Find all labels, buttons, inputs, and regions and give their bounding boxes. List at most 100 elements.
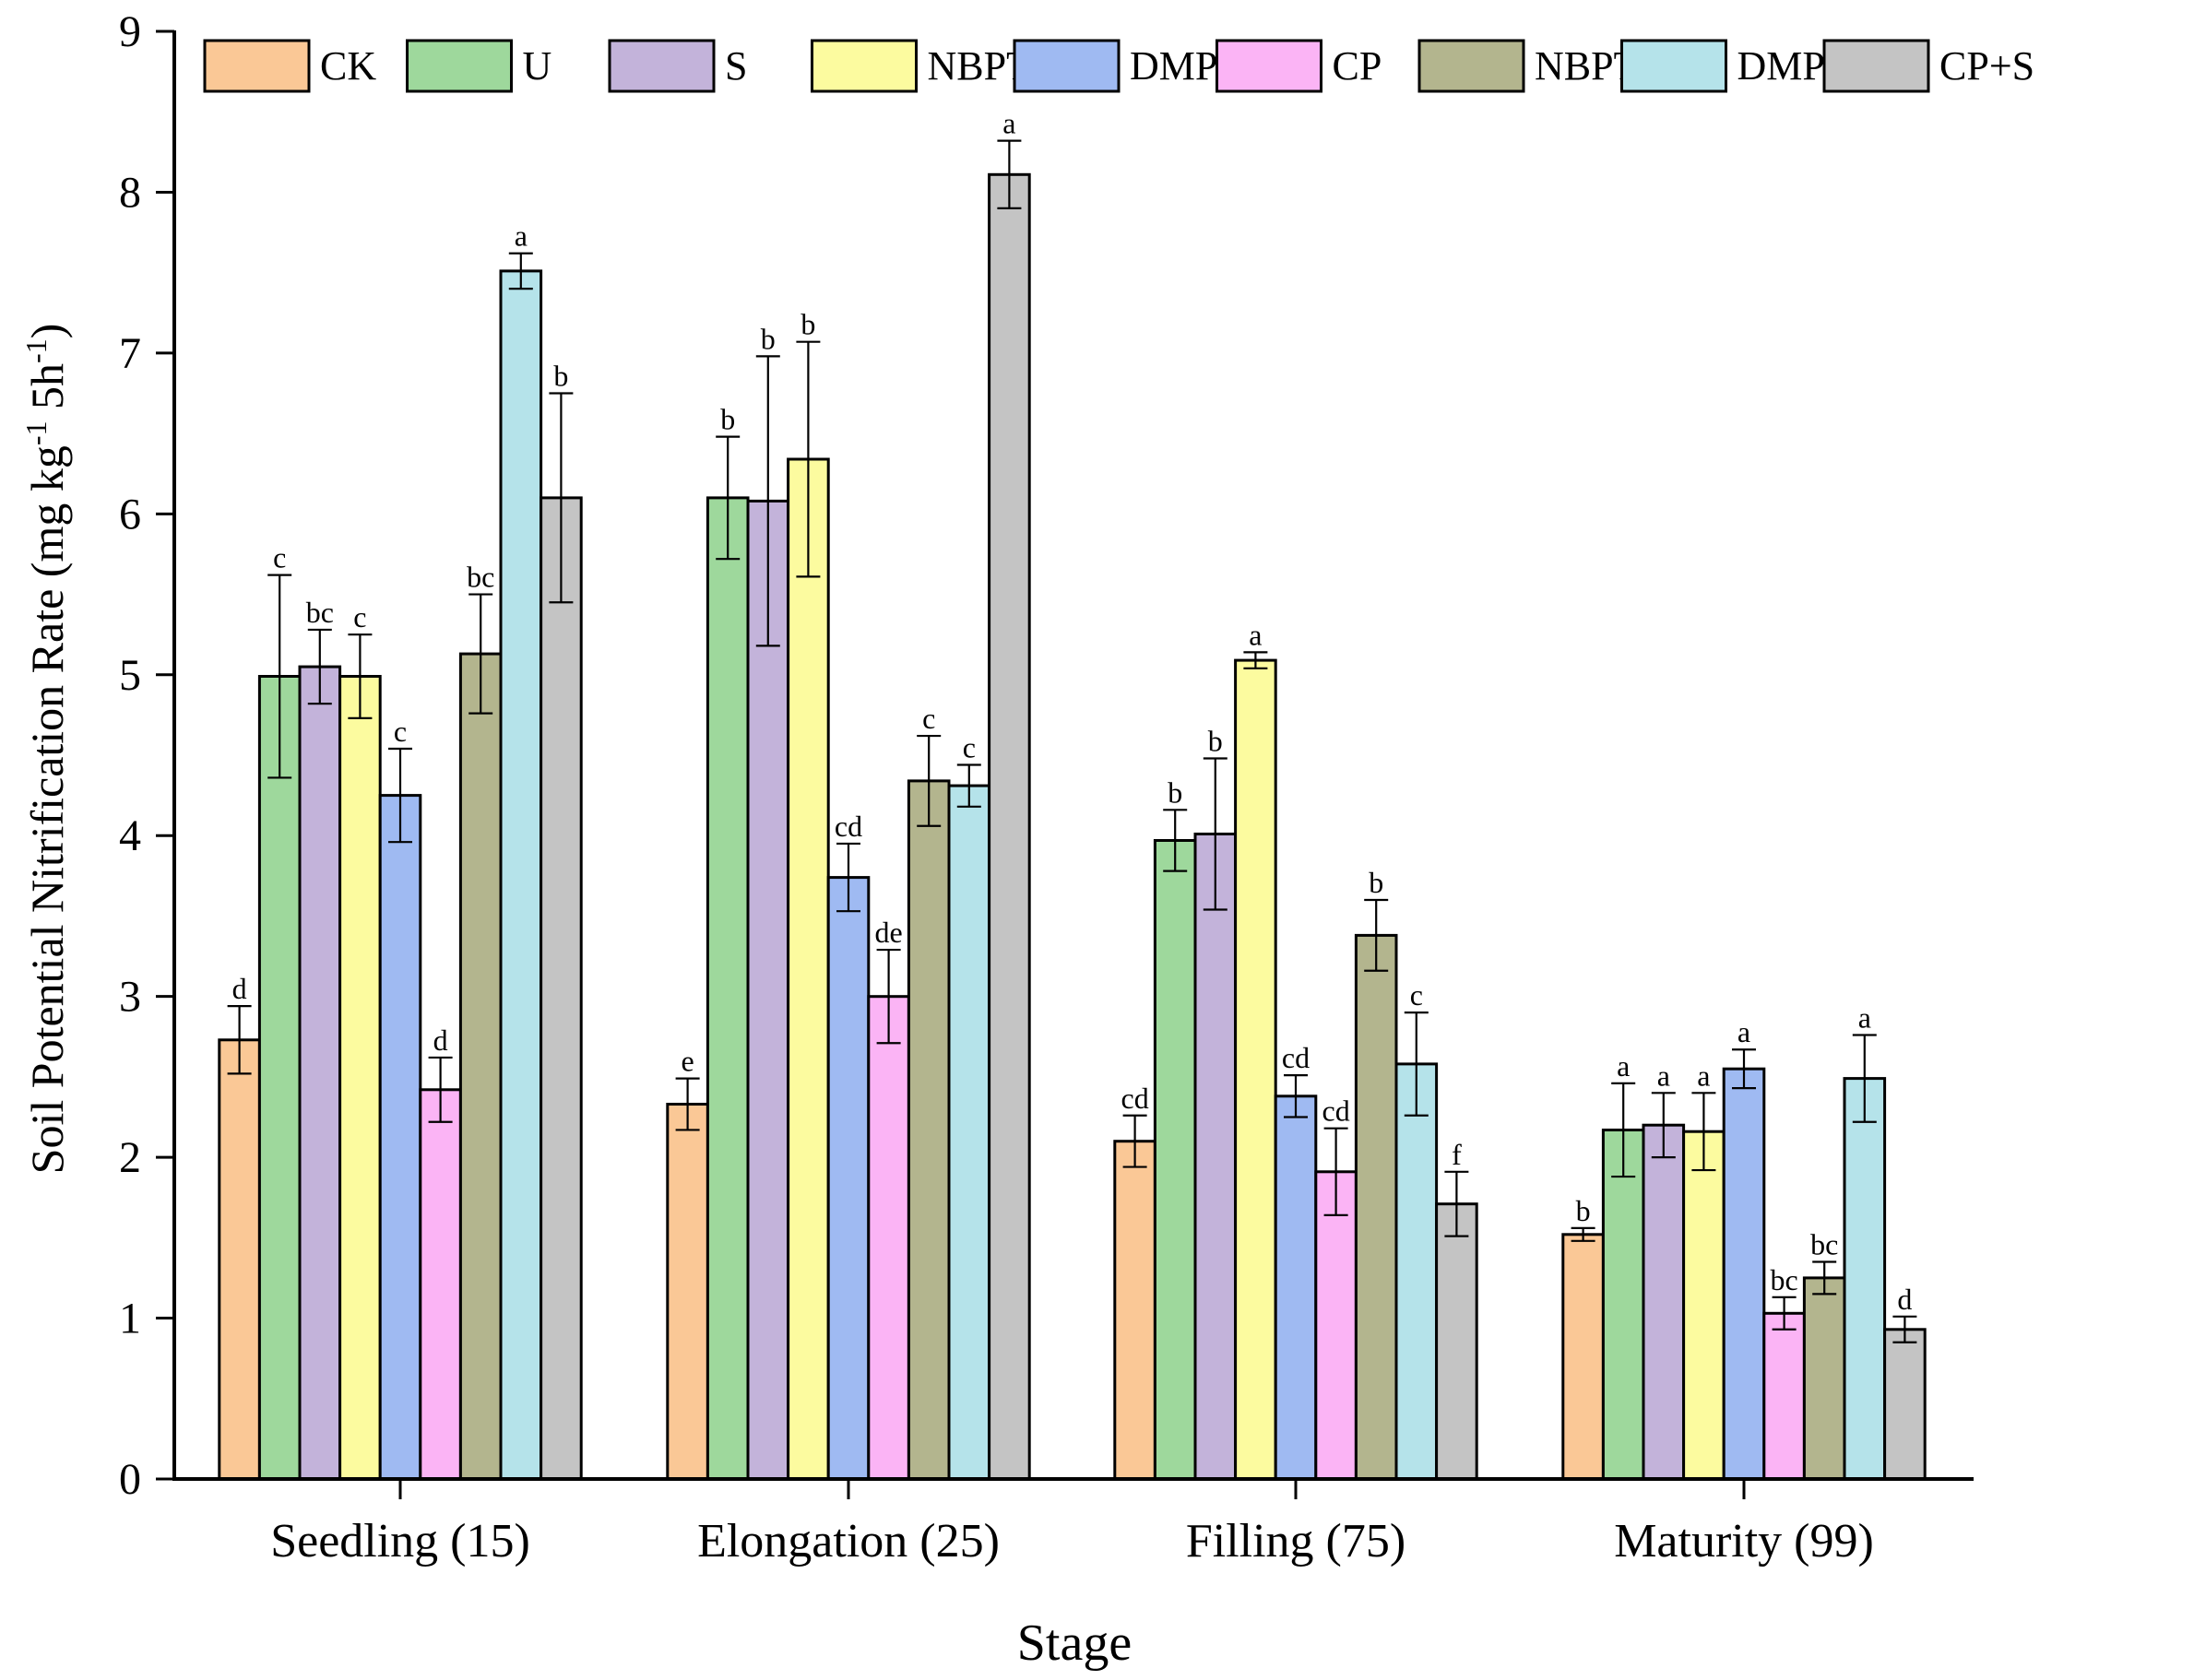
legend-item-nbpt-plus-s: NBPT+S [1417,39,1684,93]
significance-letter-ck-3: cd [1121,1082,1148,1115]
legend-swatch-ck [203,39,311,93]
significance-letter-nbpt-plus-s-4: bc [1810,1228,1838,1261]
legend-swatch-dmpp [1013,39,1121,93]
significance-letter-dmpp-1: c [394,715,407,748]
y-tick-label-6: 6 [119,490,141,538]
significance-letter-u-4: a [1617,1049,1630,1083]
significance-letter-dmpp-plus-s-1: a [515,219,528,253]
significance-letter-ck-4: b [1576,1194,1591,1227]
legend-item-nbpt: NBPT [811,39,1031,93]
bar-cp-plus-s-3 [1435,1202,1478,1481]
bar-dmpp-plus-s-3 [1394,1062,1439,1481]
plot-area: decdbcbbabcbbacbaaccdcdaddecdbcbccbbcacc… [218,107,1927,1481]
legend-swatch-u [406,39,513,93]
error-bar-u-1 [267,574,292,779]
bar-nbpt-4 [1682,1130,1726,1481]
significance-letter-nbpt-plus-s-2: c [922,702,935,735]
error-bar-dmpp-2 [836,842,860,913]
legend-item-ck: CK [203,39,376,93]
significance-letter-ck-1: d [232,972,247,1005]
x-tick-label-1: Seedling (15) [270,1515,530,1568]
legend-swatch-s [608,39,716,93]
bar-ck-4 [1561,1233,1605,1481]
bar-cp-plus-s-2 [988,172,1031,1481]
error-bar-ck-4 [1571,1226,1595,1242]
error-bar-nbpt-4 [1691,1092,1716,1172]
error-bar-dmpp-plus-s-3 [1404,1012,1429,1117]
bar-nbpt-plus-s-4 [1802,1276,1846,1481]
error-bar-s-1 [307,628,332,705]
significance-letter-cp-1: d [433,1023,448,1057]
error-bar-dmpp-plus-s-2 [956,763,981,808]
y-tick-label-5: 5 [119,651,141,700]
error-bar-u-4 [1611,1082,1636,1178]
bar-ck-3 [1113,1140,1156,1481]
legend: CK U S NBPT DMPP CP NBPT+S DMPP+S CP+S [203,39,2034,93]
bar-dmpp-plus-s-1 [499,269,543,1481]
significance-letter-dmpp-plus-s-3: c [1410,978,1423,1012]
error-bar-nbpt-plus-s-3 [1364,898,1389,972]
bar-nbpt-plus-s-1 [458,652,503,1481]
error-bar-dmpp-1 [388,747,412,844]
error-bar-cp-1 [428,1056,453,1123]
error-bar-nbpt-1 [348,633,373,719]
error-bar-dmpp-plus-s-4 [1852,1034,1877,1123]
legend-label-u: U [523,43,552,89]
bar-dmpp-3 [1274,1094,1318,1481]
error-bar-dmpp-3 [1284,1074,1308,1118]
y-tick-label-0: 0 [119,1455,141,1504]
significance-letter-ck-2: e [681,1045,694,1078]
significance-letter-s-4: a [1657,1059,1670,1092]
legend-item-s: S [608,39,747,93]
x-tick-label-2: Elongation (25) [697,1515,1000,1568]
bar-dmpp-2 [826,876,871,1481]
y-tick-label-3: 3 [119,973,141,1022]
error-bar-nbpt-2 [796,340,821,578]
significance-letter-cp-2: de [874,916,902,949]
significance-letter-nbpt-4: a [1697,1059,1710,1092]
error-bar-ck-2 [675,1077,700,1131]
error-bar-s-3 [1203,757,1227,911]
significance-letter-u-3: b [1168,775,1182,809]
error-bar-cp-plus-s-4 [1892,1315,1917,1343]
significance-letter-dmpp-3: cd [1282,1041,1310,1074]
significance-letter-s-2: b [761,322,776,355]
bar-s-3 [1193,833,1238,1481]
error-bar-cp-2 [876,948,901,1045]
bar-cp-3 [1314,1170,1358,1481]
significance-letter-nbpt-plus-s-1: bc [467,561,494,594]
error-bar-dmpp-4 [1732,1048,1756,1090]
bar-cp-plus-s-4 [1883,1328,1927,1481]
legend-swatch-cp-plus-s [1822,39,1930,93]
significance-letter-dmpp-plus-s-2: c [963,731,976,764]
bar-u-1 [257,675,302,1481]
legend-item-cp: CP [1216,39,1382,93]
significance-letter-cp-plus-s-3: f [1452,1138,1462,1171]
x-axis-label: Stage [1017,1615,1132,1672]
bar-cp-2 [867,995,910,1481]
bar-nbpt-3 [1234,658,1277,1481]
bar-nbpt-plus-s-3 [1354,933,1398,1481]
significance-letter-s-3: b [1208,725,1223,758]
legend-swatch-nbpt-plus-s [1417,39,1525,93]
y-axis-label: Soil Potential Nitrification Rate (mg kg… [19,324,73,1175]
significance-letter-nbpt-2: b [801,308,815,341]
significance-letter-nbpt-plus-s-3: b [1369,866,1383,899]
bar-dmpp-plus-s-2 [947,784,991,1481]
bar-nbpt-2 [787,457,830,1481]
error-bar-nbpt-plus-s-1 [468,593,493,715]
significance-letter-cp-plus-s-1: b [553,360,568,393]
bar-u-3 [1153,839,1197,1481]
bar-dmpp-1 [378,794,422,1481]
error-bar-nbpt-3 [1243,651,1268,669]
significance-letter-dmpp-2: cd [835,810,862,843]
significance-letter-u-1: c [273,541,286,574]
error-bar-nbpt-plus-s-4 [1812,1260,1837,1295]
bar-s-2 [746,499,790,1481]
y-tick-label-4: 4 [119,811,141,860]
error-bar-cp-3 [1323,1127,1348,1217]
significance-letter-cp-plus-s-2: a [1002,107,1015,140]
y-tick-label-7: 7 [119,329,141,378]
significance-letter-nbpt-3: a [1249,618,1262,651]
error-bar-u-3 [1163,809,1188,872]
